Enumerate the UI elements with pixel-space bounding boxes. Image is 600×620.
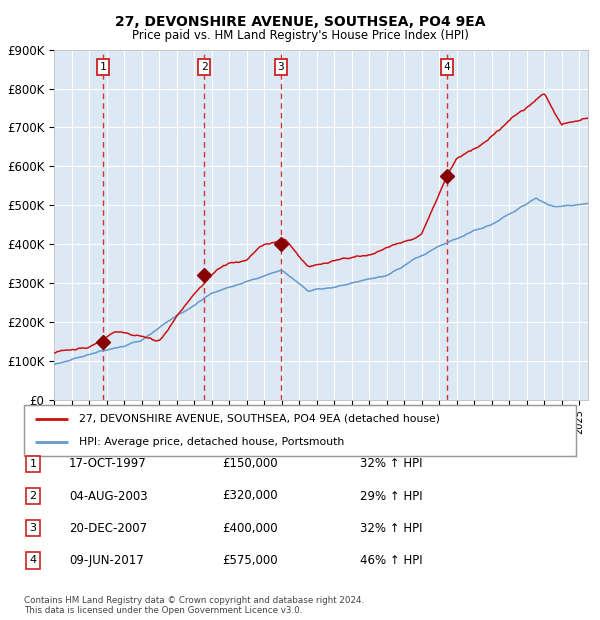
Text: 20-DEC-2007: 20-DEC-2007 bbox=[69, 522, 147, 534]
Text: 3: 3 bbox=[29, 523, 37, 533]
Text: HPI: Average price, detached house, Portsmouth: HPI: Average price, detached house, Port… bbox=[79, 437, 344, 447]
Text: £320,000: £320,000 bbox=[222, 490, 278, 502]
Text: 1: 1 bbox=[29, 459, 37, 469]
Text: 29% ↑ HPI: 29% ↑ HPI bbox=[360, 490, 422, 502]
Text: Price paid vs. HM Land Registry's House Price Index (HPI): Price paid vs. HM Land Registry's House … bbox=[131, 29, 469, 42]
Text: £575,000: £575,000 bbox=[222, 554, 278, 567]
Text: 27, DEVONSHIRE AVENUE, SOUTHSEA, PO4 9EA: 27, DEVONSHIRE AVENUE, SOUTHSEA, PO4 9EA bbox=[115, 16, 485, 30]
Text: 09-JUN-2017: 09-JUN-2017 bbox=[69, 554, 144, 567]
Text: 3: 3 bbox=[278, 62, 284, 72]
Text: 1: 1 bbox=[100, 62, 106, 72]
Text: 27, DEVONSHIRE AVENUE, SOUTHSEA, PO4 9EA (detached house): 27, DEVONSHIRE AVENUE, SOUTHSEA, PO4 9EA… bbox=[79, 414, 440, 423]
Text: £400,000: £400,000 bbox=[222, 522, 278, 534]
Text: 32% ↑ HPI: 32% ↑ HPI bbox=[360, 458, 422, 470]
Text: 46% ↑ HPI: 46% ↑ HPI bbox=[360, 554, 422, 567]
Text: 17-OCT-1997: 17-OCT-1997 bbox=[69, 458, 147, 470]
Text: 32% ↑ HPI: 32% ↑ HPI bbox=[360, 522, 422, 534]
Text: Contains HM Land Registry data © Crown copyright and database right 2024.
This d: Contains HM Land Registry data © Crown c… bbox=[24, 596, 364, 615]
Text: 4: 4 bbox=[443, 62, 450, 72]
Text: £150,000: £150,000 bbox=[222, 458, 278, 470]
Text: 4: 4 bbox=[29, 556, 37, 565]
Text: 2: 2 bbox=[29, 491, 37, 501]
Text: 2: 2 bbox=[201, 62, 208, 72]
Text: 04-AUG-2003: 04-AUG-2003 bbox=[69, 490, 148, 502]
